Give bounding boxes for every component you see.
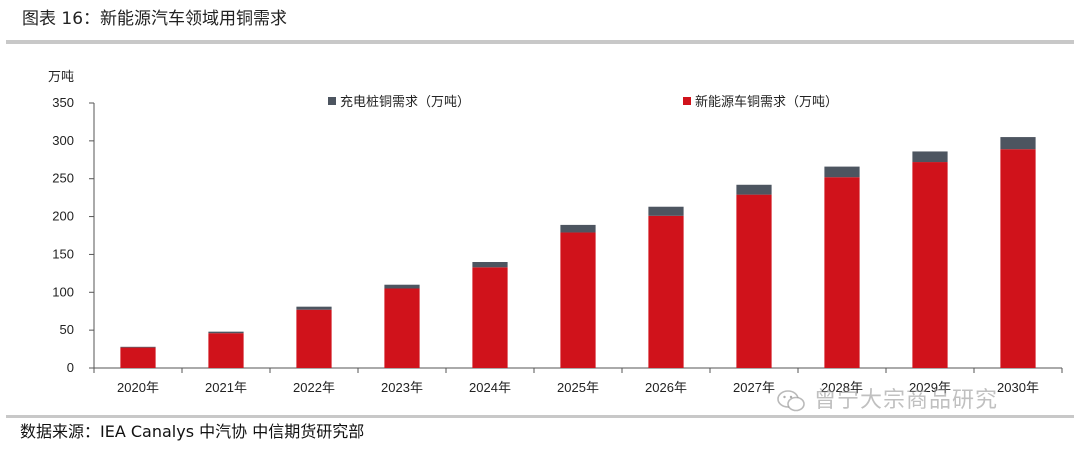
x-tick-label: 2020年: [117, 380, 159, 395]
x-tick-label: 2030年: [997, 380, 1039, 395]
x-tick-label: 2023年: [381, 380, 423, 395]
title-divider: [6, 40, 1074, 44]
bar-segment-charging-pile-copper: [208, 331, 244, 334]
bar-segment-nev-copper: [824, 177, 860, 368]
bar-segment-charging-pile-copper: [736, 184, 772, 195]
y-tick-label: 50: [60, 322, 74, 337]
y-tick-label: 100: [52, 284, 74, 299]
bar-segment-charging-pile-copper: [560, 224, 596, 233]
bar-chart: 万吨 0 50 100 150 200 250 300 350 2020年 2021年 2022年 20…: [48, 69, 1063, 395]
bar-segment-charging-pile-copper: [472, 262, 508, 268]
x-tick-label: 2026年: [645, 380, 687, 395]
watermark-text: 曾宁大宗商品研究: [814, 388, 999, 413]
x-tick-label: 2025年: [557, 380, 599, 395]
bar-segment-nev-copper: [384, 288, 420, 368]
bar-segment-nev-copper: [648, 215, 684, 368]
x-tick-label: 2027年: [733, 380, 775, 395]
bar-segment-charging-pile-copper: [912, 151, 948, 163]
bar-segment-charging-pile-copper: [648, 206, 684, 216]
bar-segment-nev-copper: [560, 232, 596, 368]
bar-segment-charging-pile-copper: [1000, 137, 1036, 150]
x-tick-label: 2024年: [469, 380, 511, 395]
legend-swatch: [683, 97, 691, 105]
bar-segment-charging-pile-copper: [384, 284, 420, 289]
y-tick-label: 250: [52, 171, 74, 186]
bar-segment-charging-pile-copper: [296, 306, 332, 310]
bar-segment-charging-pile-copper: [824, 166, 860, 178]
bar-segment-nev-copper: [736, 194, 772, 368]
source-divider: [6, 415, 1074, 418]
source-note: 数据来源：IEA Canalys 中汽协 中信期货研究部: [20, 422, 365, 441]
legend-label: 充电桩铜需求（万吨）: [340, 94, 470, 109]
x-tick-label: 2022年: [293, 380, 335, 395]
legend-swatch: [328, 97, 336, 105]
wechat-icon: [777, 390, 805, 412]
y-tick-label: 350: [52, 95, 74, 110]
y-tick-label: 200: [52, 209, 74, 224]
legend-label: 新能源车铜需求（万吨）: [695, 94, 838, 109]
bar-segment-nev-copper: [120, 347, 156, 368]
bar-segment-nev-copper: [472, 267, 508, 368]
x-tick-label: 2029年: [909, 380, 951, 395]
y-axis-title: 万吨: [48, 69, 74, 84]
bar-segment-nev-copper: [1000, 149, 1036, 368]
bar-segment-charging-pile-copper: [120, 346, 156, 348]
x-tick-label: 2028年: [821, 380, 863, 395]
y-tick-label: 150: [52, 246, 74, 261]
watermark: 曾宁大宗商品研究: [776, 383, 998, 419]
figure-title: 图表 16：新能源汽车领域用铜需求: [22, 9, 288, 29]
bar-segment-nev-copper: [912, 162, 948, 368]
bar-segment-nev-copper: [208, 333, 244, 368]
x-tick-label: 2021年: [205, 380, 247, 395]
y-tick-label: 300: [52, 133, 74, 148]
bar-segment-nev-copper: [296, 309, 332, 368]
y-tick-label: 0: [67, 360, 74, 375]
